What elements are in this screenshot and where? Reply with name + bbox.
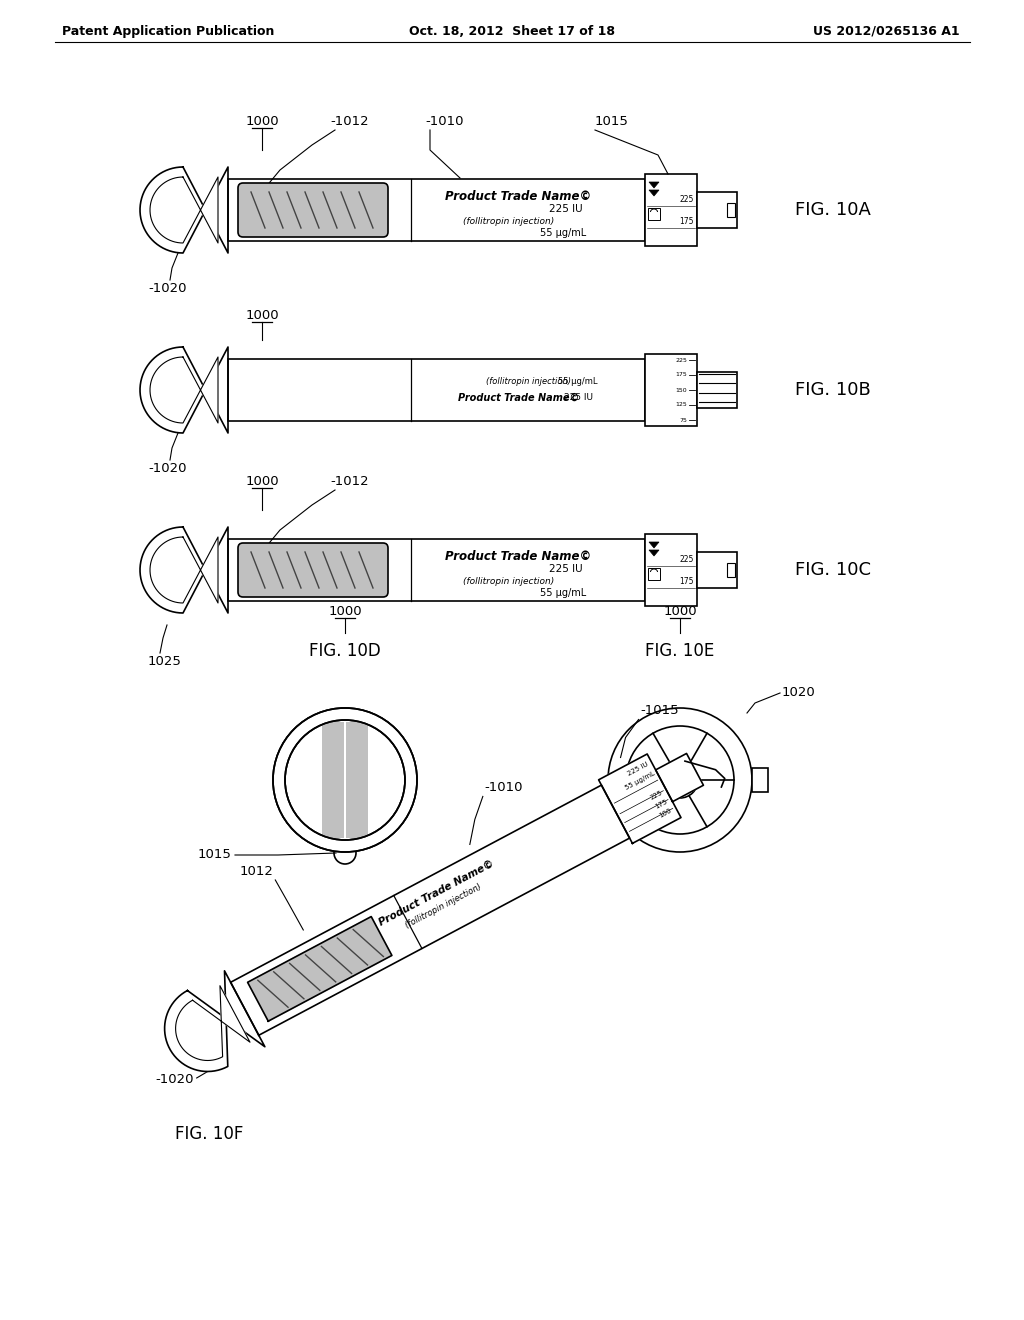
Text: -1012: -1012	[330, 115, 369, 128]
Text: 225 IU: 225 IU	[627, 760, 649, 776]
Text: (follitropin injection): (follitropin injection)	[463, 578, 554, 586]
Bar	[697, 372, 737, 408]
Text: 1000: 1000	[245, 115, 279, 128]
Text: -1020: -1020	[156, 1073, 194, 1086]
Bar	[697, 552, 737, 587]
Text: 55 μg/mL: 55 μg/mL	[624, 771, 656, 792]
Polygon shape	[140, 168, 228, 253]
Bar	[645, 535, 697, 606]
FancyBboxPatch shape	[238, 543, 388, 597]
Text: 55 μg/mL: 55 μg/mL	[540, 228, 587, 238]
Text: 225: 225	[649, 789, 664, 801]
Text: 1012: 1012	[240, 865, 273, 878]
Bar	[697, 191, 737, 228]
Text: 1020: 1020	[782, 686, 816, 700]
Text: Product Trade Name©: Product Trade Name©	[377, 858, 496, 928]
Text: (follitropin injection): (follitropin injection)	[403, 883, 483, 931]
Text: 75: 75	[679, 417, 687, 422]
Polygon shape	[151, 177, 218, 243]
Text: -1015: -1015	[641, 705, 679, 718]
Text: 175: 175	[653, 799, 668, 809]
Text: Product Trade Name©: Product Trade Name©	[458, 393, 579, 403]
Text: Oct. 18, 2012  Sheet 17 of 18: Oct. 18, 2012 Sheet 17 of 18	[409, 25, 615, 38]
Text: 150: 150	[676, 388, 687, 392]
Text: 1000: 1000	[245, 309, 279, 322]
Text: 225 IU: 225 IU	[550, 564, 583, 574]
Text: -1010: -1010	[425, 115, 464, 128]
Text: 1025: 1025	[148, 655, 182, 668]
Text: FIG. 10D: FIG. 10D	[309, 642, 381, 660]
Text: -1012: -1012	[330, 475, 369, 488]
Polygon shape	[649, 550, 659, 556]
Text: 1000: 1000	[328, 605, 361, 618]
Text: 125: 125	[675, 403, 687, 408]
Bar	[228, 359, 645, 421]
Text: 55 μg/mL: 55 μg/mL	[558, 378, 598, 387]
Text: 225 IU: 225 IU	[550, 205, 583, 214]
Polygon shape	[140, 347, 228, 433]
Text: 1015: 1015	[595, 115, 629, 128]
Polygon shape	[151, 537, 218, 603]
Text: 55 μg/mL: 55 μg/mL	[540, 587, 587, 598]
Polygon shape	[248, 916, 392, 1022]
Text: FIG. 10C: FIG. 10C	[795, 561, 871, 579]
Text: 175: 175	[675, 372, 687, 378]
Circle shape	[285, 719, 406, 840]
Text: 175: 175	[680, 218, 694, 227]
Polygon shape	[230, 785, 630, 1035]
Text: 1015: 1015	[198, 849, 231, 862]
Text: FIG. 10A: FIG. 10A	[795, 201, 870, 219]
Bar	[322, 722, 344, 838]
Text: (follitropin injection): (follitropin injection)	[463, 218, 554, 227]
Polygon shape	[176, 986, 250, 1060]
Bar	[727, 564, 735, 577]
Bar	[648, 568, 660, 579]
Text: -1010: -1010	[484, 781, 523, 795]
Text: (follitropin injection): (follitropin injection)	[485, 378, 570, 387]
Text: FIG. 10F: FIG. 10F	[175, 1125, 244, 1143]
Bar	[727, 203, 735, 216]
Polygon shape	[649, 190, 659, 195]
Polygon shape	[151, 356, 218, 422]
Polygon shape	[165, 970, 265, 1072]
Circle shape	[608, 708, 752, 851]
Bar	[648, 209, 660, 220]
Text: Patent Application Publication: Patent Application Publication	[62, 25, 274, 38]
Bar	[645, 354, 697, 426]
Text: 225: 225	[680, 195, 694, 205]
Text: 100: 100	[658, 807, 673, 818]
Polygon shape	[649, 543, 659, 548]
FancyBboxPatch shape	[238, 183, 388, 238]
Text: FIG. 10E: FIG. 10E	[645, 642, 715, 660]
Text: 225: 225	[675, 358, 687, 363]
Polygon shape	[655, 754, 703, 801]
Text: 1000: 1000	[664, 605, 696, 618]
Circle shape	[626, 726, 734, 834]
Text: 175: 175	[680, 578, 694, 586]
Text: -1020: -1020	[148, 282, 186, 294]
Text: US 2012/0265136 A1: US 2012/0265136 A1	[813, 25, 961, 38]
Bar	[228, 539, 645, 601]
Text: -1020: -1020	[148, 462, 186, 475]
Bar	[645, 174, 697, 246]
Polygon shape	[273, 708, 417, 851]
Bar	[752, 768, 768, 792]
Text: 225: 225	[680, 556, 694, 565]
Text: Product Trade Name©: Product Trade Name©	[445, 549, 592, 562]
Text: 1000: 1000	[245, 475, 279, 488]
Circle shape	[334, 842, 356, 865]
Circle shape	[662, 762, 698, 799]
Circle shape	[273, 708, 417, 851]
Text: FIG. 10B: FIG. 10B	[795, 381, 870, 399]
Polygon shape	[140, 527, 228, 612]
Text: Product Trade Name©: Product Trade Name©	[445, 190, 592, 202]
Bar	[346, 722, 368, 838]
Bar	[228, 180, 645, 242]
Text: 225 IU: 225 IU	[564, 393, 593, 403]
Polygon shape	[599, 754, 681, 843]
Polygon shape	[649, 182, 659, 187]
